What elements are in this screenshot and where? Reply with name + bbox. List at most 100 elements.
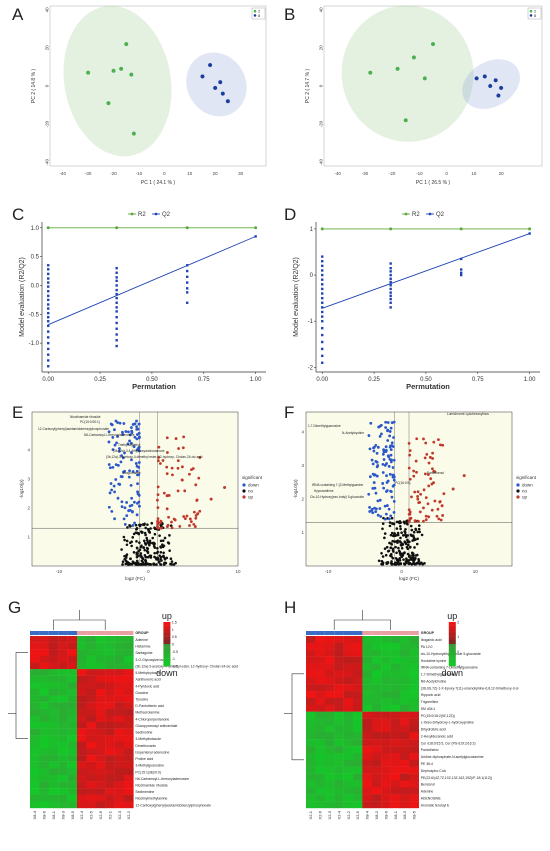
point-down: [111, 436, 115, 439]
point-up: [417, 519, 420, 523]
colorbar-top-label: up: [162, 611, 172, 621]
heatmap-cell: [67, 755, 78, 762]
heatmap-cell: [353, 739, 363, 747]
data-point-2: [85, 70, 91, 76]
heatmap-cell: [353, 711, 363, 719]
group-bar-cell: [409, 631, 419, 635]
q2-point: [115, 276, 118, 279]
heatmap-cell: [371, 677, 382, 685]
heatmap-cell: [371, 642, 382, 650]
heatmap-cell: [381, 656, 391, 664]
heatmap-cell: [48, 761, 59, 769]
heatmap-cell: [381, 684, 391, 692]
point-down: [386, 439, 390, 442]
point-no: [412, 536, 416, 539]
heatmap-cell: [95, 728, 106, 736]
heatmap-cell: [30, 669, 40, 676]
q2-point: [47, 353, 50, 356]
heatmap-cell: [409, 718, 419, 726]
heatmap-cell: [371, 787, 382, 795]
r2-point: [115, 226, 119, 230]
point-no: [381, 522, 385, 525]
legend-title: significant: [242, 475, 263, 480]
heatmap-cell: [306, 649, 316, 657]
point-down: [379, 423, 383, 427]
annotation-label: Nicotinamide riboside: [70, 415, 101, 419]
point-down: [371, 511, 375, 515]
point-no: [399, 536, 402, 540]
point-no: [383, 547, 387, 550]
point-up: [156, 459, 160, 463]
point-no: [389, 533, 393, 537]
heatmap-cell: [400, 691, 410, 699]
heatmap-cell: [114, 662, 125, 670]
heatmap-cell: [30, 642, 40, 650]
y-axis-label: PC 2 ( 14.8 % ): [31, 69, 37, 104]
row-label: 3-Methylguanosine: [135, 764, 164, 768]
heatmap-cell: [95, 748, 106, 756]
heatmap-cell: [306, 718, 316, 726]
heatmap-cell: [324, 746, 335, 754]
y-tick-label: 40: [319, 7, 324, 13]
point-no: [384, 553, 388, 557]
point-up: [419, 492, 423, 496]
x-tick-label: -40: [334, 171, 341, 176]
point-no: [130, 544, 133, 548]
heatmap-cell: [105, 675, 115, 683]
annotation-label: N-Acetylcystine: [342, 431, 364, 435]
column-label: X8-1: [51, 810, 56, 819]
q2-point: [47, 268, 50, 271]
heatmap-cell: [58, 655, 68, 663]
legend-label-down: down: [248, 483, 259, 488]
heatmap-cell: [390, 656, 401, 664]
point-no: [152, 562, 155, 566]
heatmap-cell: [315, 725, 325, 733]
point-up: [426, 473, 430, 476]
point-no: [402, 558, 405, 561]
row-label: PA 12:0: [421, 645, 433, 649]
heatmap-cell: [371, 697, 382, 705]
heatmap-cell: [77, 801, 87, 809]
heatmap-cell: [409, 697, 419, 705]
colorbar-segment: [448, 651, 456, 656]
heatmap-cell: [334, 746, 344, 754]
heatmap-cell: [390, 684, 401, 692]
point-no: [412, 530, 416, 534]
point-no: [159, 539, 163, 543]
point-up: [442, 492, 446, 496]
heatmap-cell: [95, 662, 106, 670]
heatmap-cell: [58, 794, 68, 802]
point-no: [170, 560, 174, 563]
heatmap-cell: [381, 787, 391, 795]
heatmap-cell: [306, 780, 316, 788]
point-up: [422, 437, 425, 441]
heatmap-cell: [30, 702, 40, 709]
heatmap-cell: [105, 735, 115, 743]
heatmap-cell: [77, 708, 87, 716]
heatmap-cell: [77, 695, 87, 703]
point-no: [389, 546, 393, 550]
point-up: [191, 467, 195, 470]
heatmap-cell: [114, 768, 125, 776]
legend-marker-q2: [154, 212, 158, 216]
q2-point: [47, 272, 50, 276]
point-up: [176, 489, 180, 493]
heatmap-cell: [48, 788, 59, 795]
heatmap-cell: [315, 684, 325, 692]
point-down: [137, 500, 141, 504]
heatmap-cell: [409, 670, 419, 678]
point-down: [130, 451, 133, 455]
point-no: [392, 522, 396, 526]
row-label: Sedimotine: [135, 731, 152, 735]
q2-point: [115, 301, 118, 304]
point-no: [387, 549, 391, 553]
point-up: [182, 435, 186, 439]
point-no: [125, 543, 129, 547]
point-down: [113, 428, 116, 432]
point-no: [132, 551, 136, 554]
point-down: [387, 517, 391, 521]
point-no: [159, 563, 162, 566]
heatmap-cell: [124, 636, 134, 643]
heatmap-cell: [362, 739, 372, 747]
point-down: [389, 453, 393, 457]
